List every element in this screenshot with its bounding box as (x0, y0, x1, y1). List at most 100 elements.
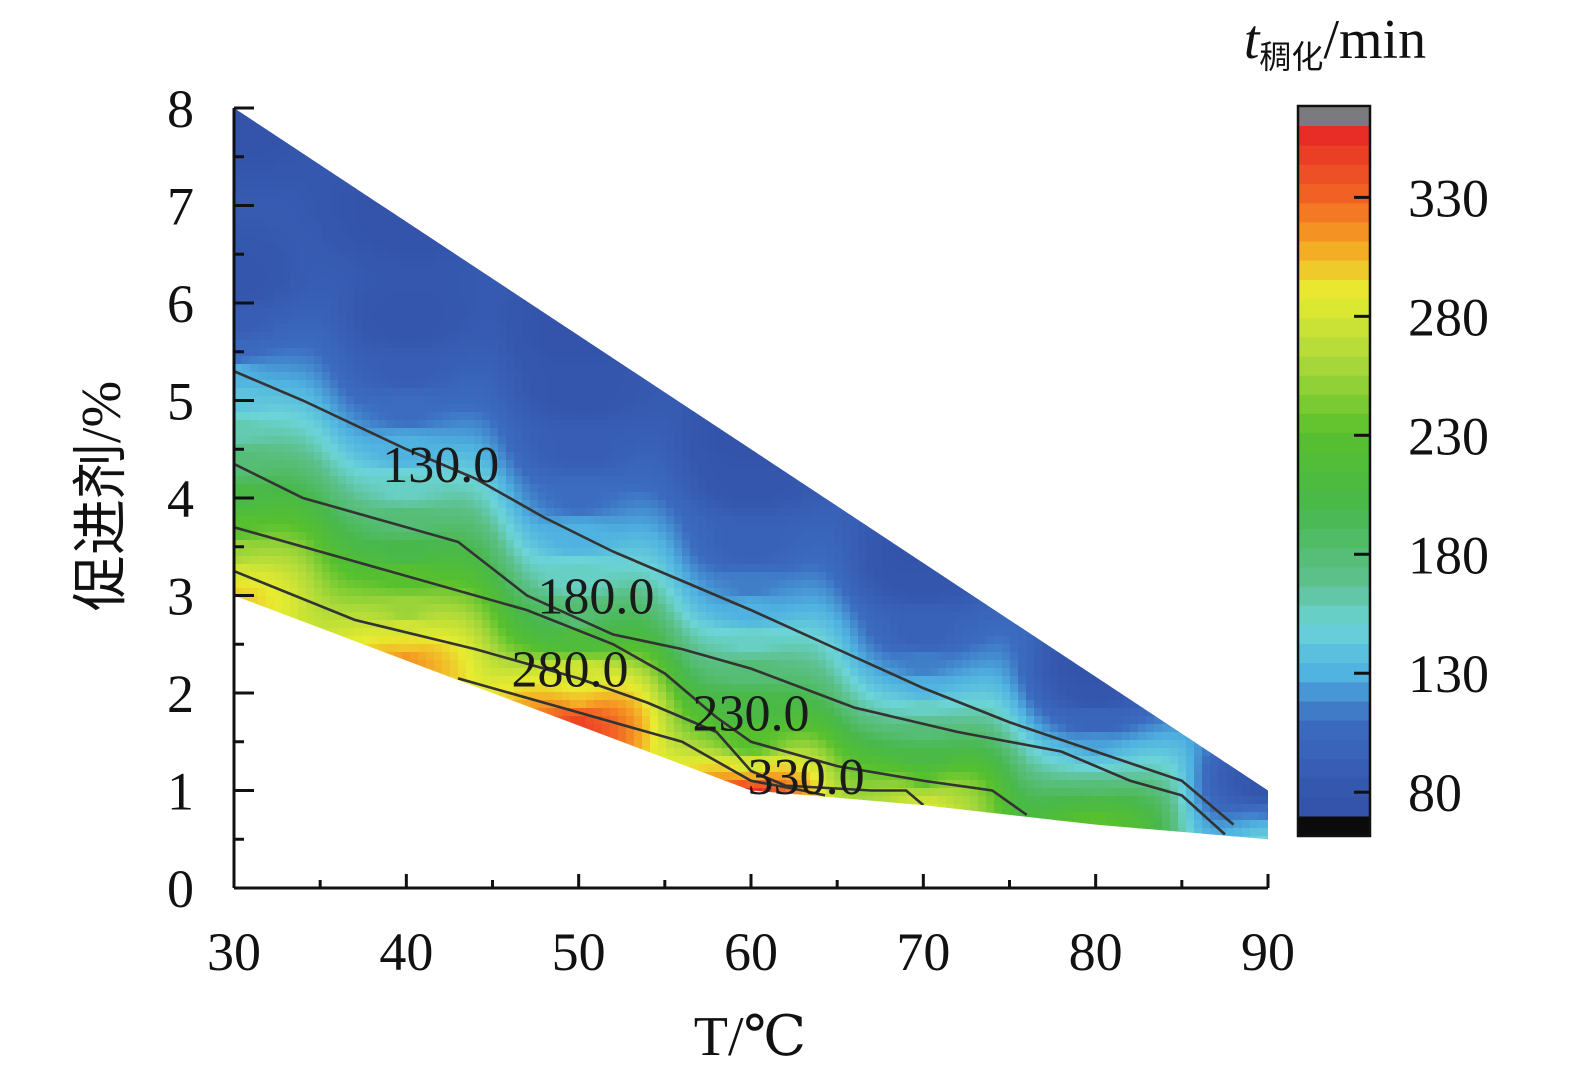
heatmap-cell (530, 796, 539, 805)
heatmap-cell (466, 332, 475, 341)
heatmap-cell (634, 212, 643, 221)
heatmap-cell (378, 740, 387, 749)
heatmap-cell (298, 308, 307, 317)
heatmap-cell (570, 812, 579, 821)
heatmap-cell (306, 156, 315, 165)
heatmap-cell (282, 868, 291, 877)
heatmap-cell (282, 812, 291, 821)
heatmap-cell (386, 868, 395, 877)
heatmap-cell (506, 748, 515, 757)
heatmap-cell (410, 756, 419, 765)
heatmap-cell (538, 212, 547, 221)
heatmap-cell (490, 476, 499, 485)
heatmap-cell (594, 140, 603, 149)
heatmap-cell (602, 436, 611, 445)
heatmap-cell (394, 780, 403, 789)
heatmap-cell (554, 420, 563, 429)
heatmap-cell (546, 476, 555, 485)
heatmap-cell (506, 604, 515, 613)
heatmap-cell (490, 492, 499, 501)
heatmap-cell (530, 468, 539, 477)
heatmap-cell (514, 476, 523, 485)
heatmap-cell (378, 220, 387, 229)
heatmap-cell (282, 180, 291, 189)
heatmap-cell (290, 588, 299, 597)
heatmap-cell (450, 708, 459, 717)
heatmap-cell (626, 540, 635, 549)
heatmap-cell (466, 172, 475, 181)
heatmap-cell (330, 356, 339, 365)
heatmap-cell (450, 500, 459, 509)
heatmap-cell (586, 356, 595, 365)
heatmap-cell (554, 436, 563, 445)
heatmap-cell (306, 772, 315, 781)
heatmap-cell (242, 676, 251, 685)
heatmap-cell (370, 388, 379, 397)
heatmap-cell (602, 172, 611, 181)
heatmap-cell (346, 516, 355, 525)
heatmap-cell (314, 724, 323, 733)
heatmap-cell (602, 188, 611, 197)
heatmap-cell (250, 372, 259, 381)
heatmap-cell (418, 292, 427, 301)
heatmap-cell (250, 812, 259, 821)
heatmap-cell (530, 244, 539, 253)
heatmap-cell (490, 564, 499, 573)
heatmap-cell (330, 124, 339, 133)
heatmap-cell (362, 684, 371, 693)
heatmap-cell (258, 116, 267, 125)
heatmap-cell (506, 228, 515, 237)
heatmap-cell (322, 828, 331, 837)
heatmap-cell (442, 268, 451, 277)
heatmap-cell (554, 636, 563, 645)
heatmap-cell (554, 180, 563, 189)
heatmap-cell (418, 772, 427, 781)
heatmap-cell (354, 204, 363, 213)
heatmap-cell (250, 828, 259, 837)
heatmap-cell (378, 244, 387, 253)
heatmap-cell (338, 852, 347, 861)
heatmap-cell (434, 332, 443, 341)
heatmap-cell (618, 740, 627, 749)
heatmap-cell (618, 276, 627, 285)
heatmap-cell (626, 524, 635, 533)
heatmap-cell (426, 268, 435, 277)
heatmap-cell (298, 220, 307, 229)
heatmap-cell (250, 708, 259, 717)
heatmap-cell (386, 164, 395, 173)
heatmap-cell (234, 564, 243, 573)
heatmap-cell (442, 572, 451, 581)
heatmap-cell (258, 156, 267, 165)
heatmap-cell (386, 364, 395, 373)
heatmap-cell (562, 388, 571, 397)
heatmap-cell (610, 476, 619, 485)
heatmap-cell (578, 388, 587, 397)
heatmap-cell (474, 228, 483, 237)
heatmap-cell (314, 572, 323, 581)
heatmap-cell (346, 420, 355, 429)
heatmap-cell (354, 404, 363, 413)
heatmap-cell (282, 844, 291, 853)
heatmap-cell (498, 220, 507, 229)
heatmap-cell (402, 396, 411, 405)
heatmap-cell (522, 116, 531, 125)
heatmap-cell (602, 380, 611, 389)
heatmap-cell (266, 396, 275, 405)
heatmap-cell (426, 244, 435, 253)
heatmap-cell (506, 724, 515, 733)
heatmap-cell (578, 692, 587, 701)
heatmap-cell (578, 620, 587, 629)
heatmap-cell (562, 684, 571, 693)
heatmap-cell (506, 180, 515, 189)
heatmap-cell (490, 108, 499, 117)
heatmap-cell (394, 268, 403, 277)
heatmap-cell (314, 852, 323, 861)
heatmap-cell (538, 148, 547, 157)
heatmap-cell (282, 428, 291, 437)
heatmap-cell (346, 612, 355, 621)
heatmap-cell (322, 132, 331, 141)
heatmap-cell (514, 140, 523, 149)
heatmap-cell (410, 348, 419, 357)
heatmap-cell (586, 380, 595, 389)
heatmap-cell (234, 260, 243, 269)
